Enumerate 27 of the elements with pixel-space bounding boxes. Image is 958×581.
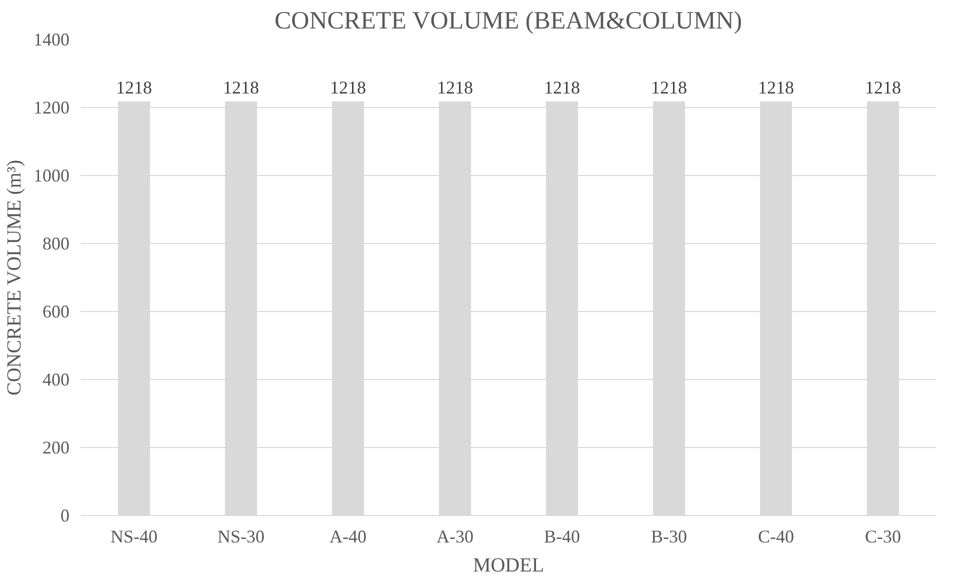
chart-title: CONCRETE VOLUME (BEAM&COLUMN) <box>274 8 742 34</box>
data-label: 1218 <box>116 77 152 98</box>
x-tick-label: NS-30 <box>218 526 265 546</box>
y-tick-label: 1000 <box>34 166 70 186</box>
y-tick-label: 1200 <box>34 98 70 118</box>
data-label: 1218 <box>544 77 580 98</box>
x-tick-label: NS-40 <box>110 526 158 546</box>
y-tick-label: 1400 <box>34 30 70 50</box>
data-label: 1218 <box>865 77 901 98</box>
data-label: 1218 <box>223 77 259 98</box>
x-tick-label: A-40 <box>330 526 367 546</box>
y-tick-label: 200 <box>42 438 70 458</box>
y-tick-label: 400 <box>42 370 70 390</box>
data-label: 1218 <box>437 77 473 98</box>
x-tick-label: C-30 <box>865 526 901 546</box>
y-tick-label: 0 <box>60 506 70 526</box>
y-axis-title: CONCRETE VOLUME (m³) <box>4 160 26 396</box>
x-tick-label: A-30 <box>436 526 474 546</box>
y-tick-label: 800 <box>42 234 70 254</box>
data-label: 1218 <box>330 77 366 98</box>
y-tick-label: 600 <box>42 302 70 322</box>
x-tick-label: B-30 <box>651 526 687 546</box>
x-tick-label: B-40 <box>544 526 580 546</box>
data-label: 1218 <box>651 77 687 98</box>
x-axis-title: MODEL <box>472 554 544 576</box>
x-tick-label: C-40 <box>758 526 794 546</box>
data-label: 1218 <box>758 77 794 98</box>
